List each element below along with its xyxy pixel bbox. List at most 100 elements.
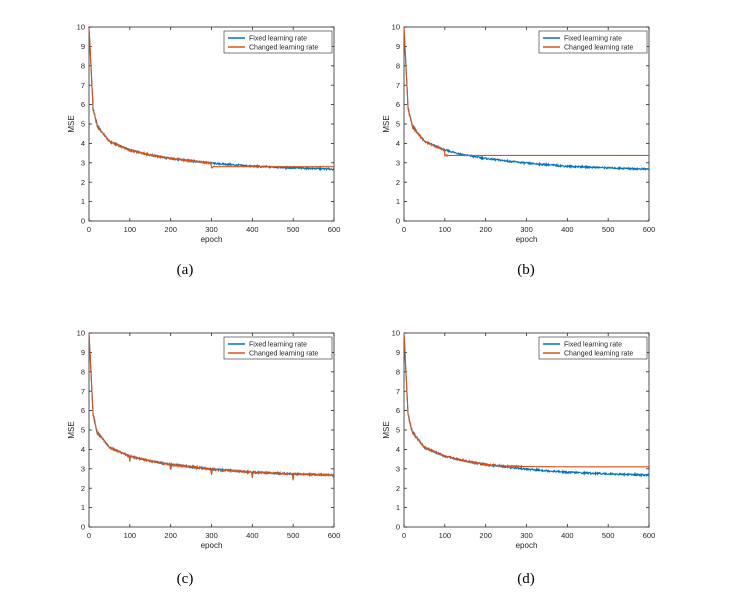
legend-label: Fixed learning rate <box>564 36 622 43</box>
caption-d: (d) <box>517 571 535 587</box>
series-fixed-learning-rate <box>88 333 335 478</box>
legend: Fixed learning rate Changed learning rate <box>538 30 648 54</box>
x-tick-label: 600 <box>328 225 341 234</box>
x-tick-label: 300 <box>520 531 533 540</box>
x-tick-label: 100 <box>439 225 452 234</box>
y-tick-label: 3 <box>396 464 400 473</box>
legend-box <box>223 30 333 54</box>
y-tick-label: 10 <box>77 23 85 32</box>
y-tick-label: 5 <box>81 120 85 129</box>
x-tick-label: 400 <box>561 531 574 540</box>
x-tick-label: 0 <box>402 225 406 234</box>
caption-c: (c) <box>176 571 194 587</box>
chart-2: 0 100 200 300 400 500 600 0 1 2 3 4 5 6 7 8 9 10 epoch MSE F… <box>382 23 655 244</box>
y-tick-label: 3 <box>81 158 85 167</box>
y-tick-label: 3 <box>396 158 400 167</box>
x-tick-label: 400 <box>561 225 574 234</box>
y-tick-label: 0 <box>396 523 400 532</box>
x-tick-label: 400 <box>246 225 259 234</box>
series-fixed-learning-rate <box>403 333 650 478</box>
y-tick-label: 9 <box>396 348 400 357</box>
y-axis-label: MSE <box>67 421 76 438</box>
x-tick-label: 500 <box>602 531 615 540</box>
x-tick-label: 500 <box>602 225 615 234</box>
y-tick-label: 6 <box>81 406 85 415</box>
plot-area <box>403 26 650 222</box>
y-tick-label: 2 <box>396 484 400 493</box>
x-axis-label: epoch <box>516 541 538 550</box>
x-tick-label: 100 <box>439 531 452 540</box>
y-tick-label: 9 <box>396 42 400 51</box>
y-tick-label: 1 <box>81 503 85 512</box>
series-changed-learning-rate <box>403 27 649 158</box>
legend: Fixed learning rate Changed learning rate <box>223 336 333 360</box>
y-axis-label: MSE <box>67 115 76 132</box>
y-tick-label: 10 <box>392 23 400 32</box>
legend-box <box>538 30 648 54</box>
x-tick-label: 200 <box>164 225 177 234</box>
legend: Fixed learning rate Changed learning rate <box>538 336 648 360</box>
x-axis-label: epoch <box>516 235 538 244</box>
plot-area <box>403 332 650 528</box>
plot-area <box>88 332 335 528</box>
x-tick-label: 500 <box>287 225 300 234</box>
y-tick-label: 6 <box>396 100 400 109</box>
legend-box <box>223 336 333 360</box>
y-tick-label: 5 <box>396 120 400 129</box>
x-tick-label: 0 <box>402 531 406 540</box>
legend-label: Fixed learning rate <box>249 36 307 43</box>
y-tick-label: 1 <box>396 503 400 512</box>
y-tick-label: 8 <box>396 61 400 70</box>
legend-label: Fixed learning rate <box>564 342 622 349</box>
legend-label: Changed learning rate <box>249 351 318 358</box>
x-tick-label: 200 <box>479 531 492 540</box>
legend-label: Changed learning rate <box>564 351 633 358</box>
y-tick-label: 1 <box>81 197 85 206</box>
y-tick-label: 9 <box>81 348 85 357</box>
y-tick-label: 6 <box>396 406 400 415</box>
legend-label: Changed learning rate <box>564 45 633 52</box>
y-tick-label: 2 <box>81 484 85 493</box>
x-tick-label: 200 <box>164 531 177 540</box>
x-tick-label: 0 <box>87 531 91 540</box>
x-tick-label: 100 <box>124 225 137 234</box>
chart-3: 0 100 200 300 400 500 600 0 1 2 3 4 5 6 7 8 9 10 epoch MSE F… <box>67 329 340 550</box>
x-tick-label: 600 <box>643 225 656 234</box>
y-tick-label: 0 <box>81 523 85 532</box>
series-changed-learning-rate <box>88 332 335 481</box>
legend-box <box>538 336 648 360</box>
x-tick-label: 300 <box>205 531 218 540</box>
y-tick-label: 7 <box>396 387 400 396</box>
caption-b: (b) <box>517 262 535 278</box>
legend-label: Fixed learning rate <box>249 342 307 349</box>
y-tick-label: 0 <box>396 217 400 226</box>
x-axis-label: epoch <box>201 235 223 244</box>
y-tick-label: 10 <box>392 329 400 338</box>
y-tick-label: 2 <box>81 178 85 187</box>
y-tick-label: 8 <box>81 61 85 70</box>
y-axis-label: MSE <box>382 421 391 438</box>
legend-label: Changed learning rate <box>249 45 318 52</box>
x-tick-label: 300 <box>520 225 533 234</box>
y-tick-label: 8 <box>396 367 400 376</box>
plot-area <box>88 26 335 222</box>
y-tick-label: 6 <box>81 100 85 109</box>
y-tick-label: 4 <box>396 139 400 148</box>
x-tick-label: 500 <box>287 531 300 540</box>
y-tick-label: 4 <box>81 445 85 454</box>
y-tick-label: 8 <box>81 367 85 376</box>
chart-1: 0 100 200 300 400 500 600 0 1 2 3 4 5 6 7 8 9 10 epoch MSE F… <box>67 23 340 244</box>
x-tick-label: 200 <box>479 225 492 234</box>
caption-a: (a) <box>176 262 194 278</box>
y-axis-label: MSE <box>382 115 391 132</box>
y-tick-label: 2 <box>396 178 400 187</box>
y-tick-label: 0 <box>81 217 85 226</box>
chart-4: 0 100 200 300 400 500 600 0 1 2 3 4 5 6 7 8 9 10 epoch MSE F… <box>382 329 655 550</box>
y-tick-label: 10 <box>77 329 85 338</box>
legend: Fixed learning rate Changed learning rate <box>223 30 333 54</box>
y-tick-label: 5 <box>396 426 400 435</box>
series-changed-learning-rate <box>88 28 334 169</box>
x-tick-label: 300 <box>205 225 218 234</box>
y-tick-label: 5 <box>81 426 85 435</box>
